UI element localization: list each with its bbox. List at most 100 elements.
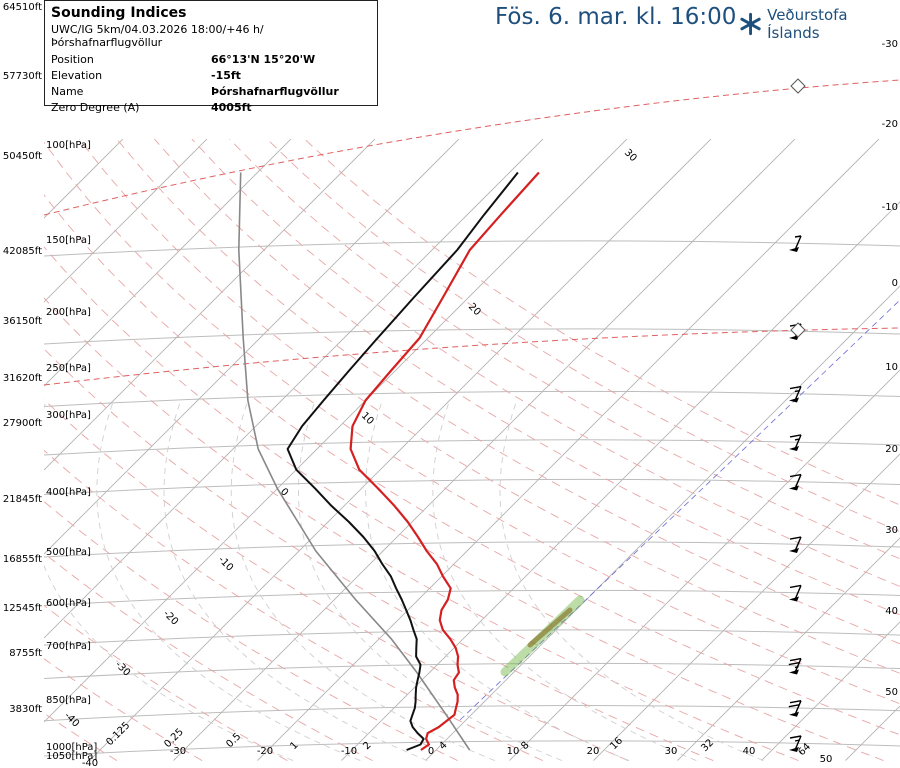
right-axis-label: 30 [885, 525, 898, 536]
dry-adiabat-line [304, 138, 900, 506]
isotherm-line [845, 705, 900, 761]
wind-barb [789, 536, 802, 554]
diamond-marker [790, 78, 806, 94]
isobar-line [44, 740, 900, 757]
dry-adiabat-line [44, 658, 203, 761]
pressure-label: 500[hPa] [46, 547, 91, 558]
altitude-label: 16855ft [3, 554, 42, 565]
isotherm-label: -10 [216, 554, 235, 573]
mixing-ratio-label: 1 [288, 740, 300, 752]
wind-barb [789, 473, 802, 491]
dewpoint-line [286, 171, 519, 751]
info-label: Position [51, 53, 94, 66]
isobar-line [44, 662, 900, 680]
wind-barb [788, 700, 802, 717]
bottom-temp-label: 20 [587, 746, 600, 757]
altitude-label: 36150ft [3, 316, 42, 327]
info-row-elevation: Elevation -15ft [51, 68, 371, 84]
isotherm-line [593, 453, 900, 761]
pressure-label: 600[hPa] [46, 598, 91, 609]
dry-adiabat-line [44, 246, 884, 762]
diamond-marker [790, 322, 806, 338]
isotherm-line [677, 537, 900, 761]
wind-barb [789, 235, 802, 252]
moist-adiabat-line [44, 400, 294, 762]
dry-adiabat-line [44, 500, 458, 762]
altitude-label: 8755ft [9, 648, 42, 659]
dry-adiabat-line [44, 141, 900, 705]
wind-barb [789, 584, 802, 602]
pressure-label: 200[hPa] [46, 307, 91, 318]
isotherm-label: -30 [113, 659, 132, 678]
info-row-position: Position 66°13'N 15°20'W [51, 52, 371, 68]
bottom-temp-label: 50 [820, 754, 833, 765]
altitude-label: 27900ft [3, 418, 42, 429]
moist-adiabat-line [230, 400, 495, 762]
dry-adiabat-line [44, 297, 799, 762]
isobar-line [44, 390, 900, 408]
reference-diagonal-line [459, 299, 900, 721]
isotherm-line [44, 138, 208, 303]
right-axis-label: 40 [885, 606, 898, 617]
dry-adiabat-line [78, 138, 900, 674]
wind-barb [788, 657, 802, 675]
dry-adiabat-line [44, 712, 118, 761]
reference-dashed-line [44, 79, 900, 216]
wind-barb [789, 735, 802, 752]
bottom-temp-label: -20 [257, 746, 273, 757]
isobar-line [44, 629, 900, 646]
moist-adiabat-line [499, 400, 764, 762]
dry-adiabat-line [44, 604, 288, 761]
moist-adiabat-line [297, 400, 563, 762]
isobar-line [44, 439, 900, 456]
altitude-label: 3830ft [9, 704, 42, 715]
info-label: Zero Degree (A) [51, 101, 140, 114]
dry-adiabat-line [44, 449, 543, 762]
right-axis-label: 10 [885, 362, 898, 373]
isobar-line [44, 589, 900, 606]
info-label: Name [51, 85, 84, 98]
right-axis-label: 50 [885, 687, 898, 698]
info-value: -15ft [211, 69, 241, 82]
moist-adiabat-line [432, 400, 697, 762]
pressure-label: 1000[hPa] [46, 742, 97, 753]
mixing-ratio-label: 2 [361, 740, 373, 752]
right-axis-label: -20 [882, 119, 898, 130]
info-value: Þórshafnarflugvöllur [211, 85, 339, 98]
bottom-temp-label: -10 [341, 746, 357, 757]
altitude-label: 42085ft [3, 246, 42, 257]
logo-text: Veðurstofa Íslands [767, 6, 848, 42]
pressure-label: 1050[hPa] [46, 751, 97, 762]
altitude-label: 57730ft [3, 71, 42, 82]
parcel-line [238, 172, 471, 751]
info-row-zero-degree: Zero Degree (A) 4005ft [51, 100, 371, 116]
right-axis-label: -10 [882, 202, 898, 213]
temperature-line [349, 171, 540, 751]
mixing-ratio-label: 16 [608, 735, 625, 752]
bottom-temp-label: -30 [170, 746, 186, 757]
isotherm-line [0, 139, 39, 761]
forecast-time-title: Fös. 6. mar. kl. 16:00 [495, 4, 737, 30]
isotherm-line [173, 138, 796, 761]
altitude-label: 31620ft [3, 373, 42, 384]
moist-adiabat-line [96, 400, 361, 762]
sounding-indices-box: Sounding Indices UWC/IG 5km/04.03.2026 1… [44, 0, 378, 114]
mixing-band-inner [527, 607, 573, 648]
wind-barb [789, 434, 802, 451]
bottom-temp-label: 40 [743, 746, 756, 757]
isotherm-line [44, 138, 544, 639]
altitude-label: 64510ft [3, 2, 42, 13]
isotherm-label: 0 [278, 486, 290, 498]
mixing-ratio-label: 32 [699, 737, 716, 754]
mixing-ratio-label: 0.125 [104, 720, 132, 748]
dry-adiabat-line [44, 348, 714, 762]
wind-barb [789, 385, 802, 403]
isobar-line [44, 478, 900, 496]
isotherm-line [509, 369, 900, 761]
isotherm-line [341, 201, 900, 761]
pressure-label: 150[hPa] [46, 235, 91, 246]
isotherm-line [44, 138, 460, 555]
isotherm-label: 10 [359, 410, 376, 427]
right-axis-label: -30 [882, 39, 898, 50]
